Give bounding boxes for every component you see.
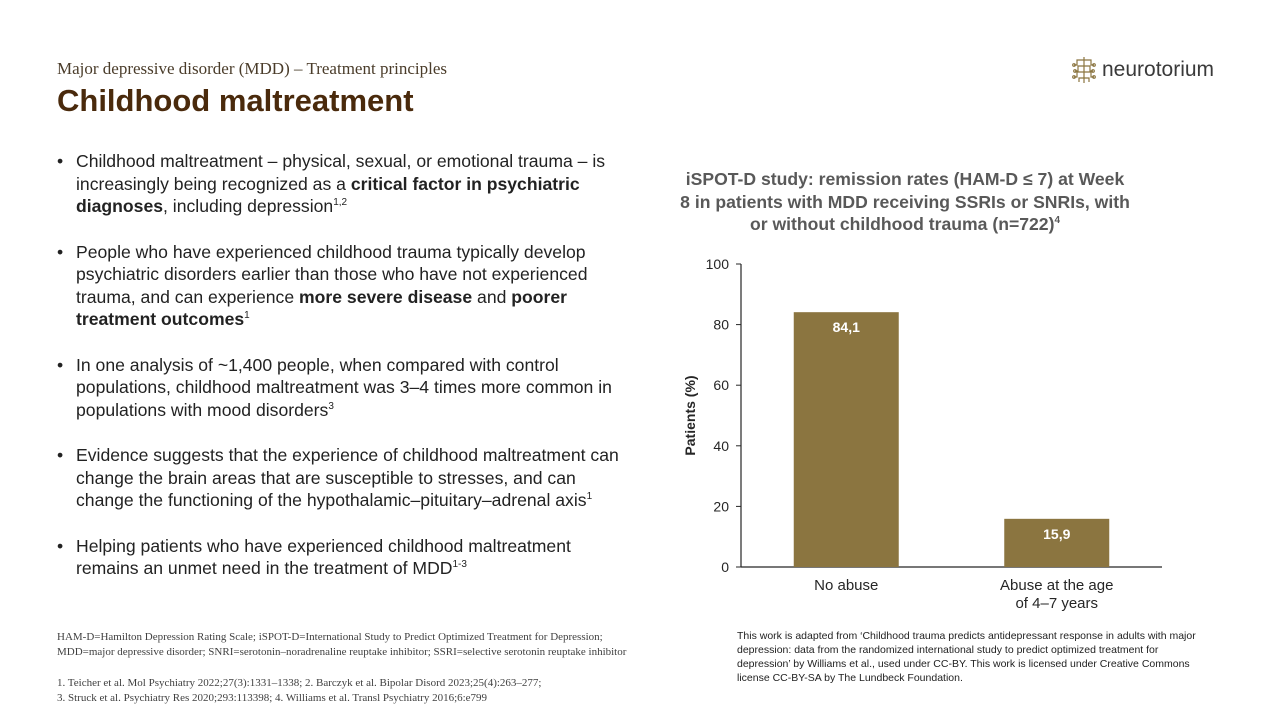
chart-title-ref: 4 (1054, 215, 1061, 227)
bullet-text: , including depression (163, 196, 334, 216)
reference-sup: 1-3 (452, 559, 467, 571)
bar-value-label: 84,1 (833, 319, 860, 335)
reference-sup: 1 (586, 491, 593, 503)
y-tick-label: 40 (713, 438, 729, 454)
y-tick-label: 60 (713, 377, 729, 393)
page-title: Childhood maltreatment (57, 83, 414, 118)
bar-value-label: 15,9 (1043, 526, 1070, 542)
bullet-item: Helping patients who have experienced ch… (57, 535, 637, 580)
y-tick-label: 100 (706, 256, 730, 272)
bullet-item: Childhood maltreatment – physical, sexua… (57, 150, 637, 218)
abbreviation-line: HAM-D=Hamilton Depression Rating Scale; … (57, 631, 603, 643)
y-axis-label: Patients (%) (682, 375, 698, 455)
bullet-item: In one analysis of ~1,400 people, when c… (57, 354, 637, 422)
bullet-text: Helping patients who have experienced ch… (76, 535, 571, 579)
y-tick-label: 20 (713, 498, 729, 514)
bold-text: critical factor in psychiatric diagnoses (76, 173, 580, 217)
credit-text: This work is adapted from ‘Childhood tra… (737, 630, 1196, 684)
bullet-text: People who have experienced childhood tr… (76, 241, 588, 307)
reference-sup: 1 (244, 310, 250, 322)
references: 1. Teicher et al. Mol Psychiatry 2022;27… (57, 676, 541, 706)
bullet-list: Childhood maltreatment – physical, sexua… (57, 150, 637, 603)
bar-chart: 0 20 40 60 80 100 Patients (%) 84,1 No abuse 15,9… (682, 256, 1162, 612)
y-tick-label: 80 (713, 317, 729, 333)
reference-line: 1. Teicher et al. Mol Psychiatry 2022;27… (57, 677, 542, 689)
x-category-label: Abuse at the age (1000, 577, 1113, 594)
bullet-text: Childhood maltreatment – physical, sexua… (76, 151, 606, 194)
reference-sup: 3 (328, 400, 334, 412)
chart-title-text: iSPOT-D study: remission rates (HAM-D ≤ … (680, 169, 1130, 234)
x-category-label: of 4–7 years (1015, 595, 1098, 612)
reference-sup: 1,2 (333, 197, 348, 209)
bold-text: more severe disease (299, 286, 473, 307)
reference-line: 3. Struck et al. Psychiatry Res 2020;293… (57, 692, 488, 704)
bullet-item: Evidence suggests that the experience of… (57, 444, 637, 512)
bullet-text: and (472, 286, 512, 307)
bar (793, 312, 899, 567)
bullet-text: Evidence suggests that the experience of… (76, 445, 619, 510)
logo-text: neurotorium (1102, 58, 1215, 81)
chart-title: iSPOT-D study: remission rates (HAM-D ≤ … (680, 168, 1130, 236)
logo: neurotorium (1072, 55, 1214, 85)
abbreviations: HAM-D=Hamilton Depression Rating Scale; … (57, 630, 626, 660)
section-subtitle: Major depressive disorder (MDD) – Treatm… (57, 59, 447, 78)
bold-text: poorer treatment outcomes (76, 286, 568, 330)
brain-icon (1072, 57, 1096, 83)
bar (1004, 518, 1110, 567)
bullet-text: In one analysis of ~1,400 people, when c… (76, 354, 612, 420)
abbreviation-line: MDD=major depressive disorder; SNRI=sero… (57, 646, 627, 658)
x-category-label: No abuse (814, 577, 878, 594)
bullet-item: People who have experienced childhood tr… (57, 241, 637, 331)
y-tick-label: 0 (721, 559, 729, 575)
